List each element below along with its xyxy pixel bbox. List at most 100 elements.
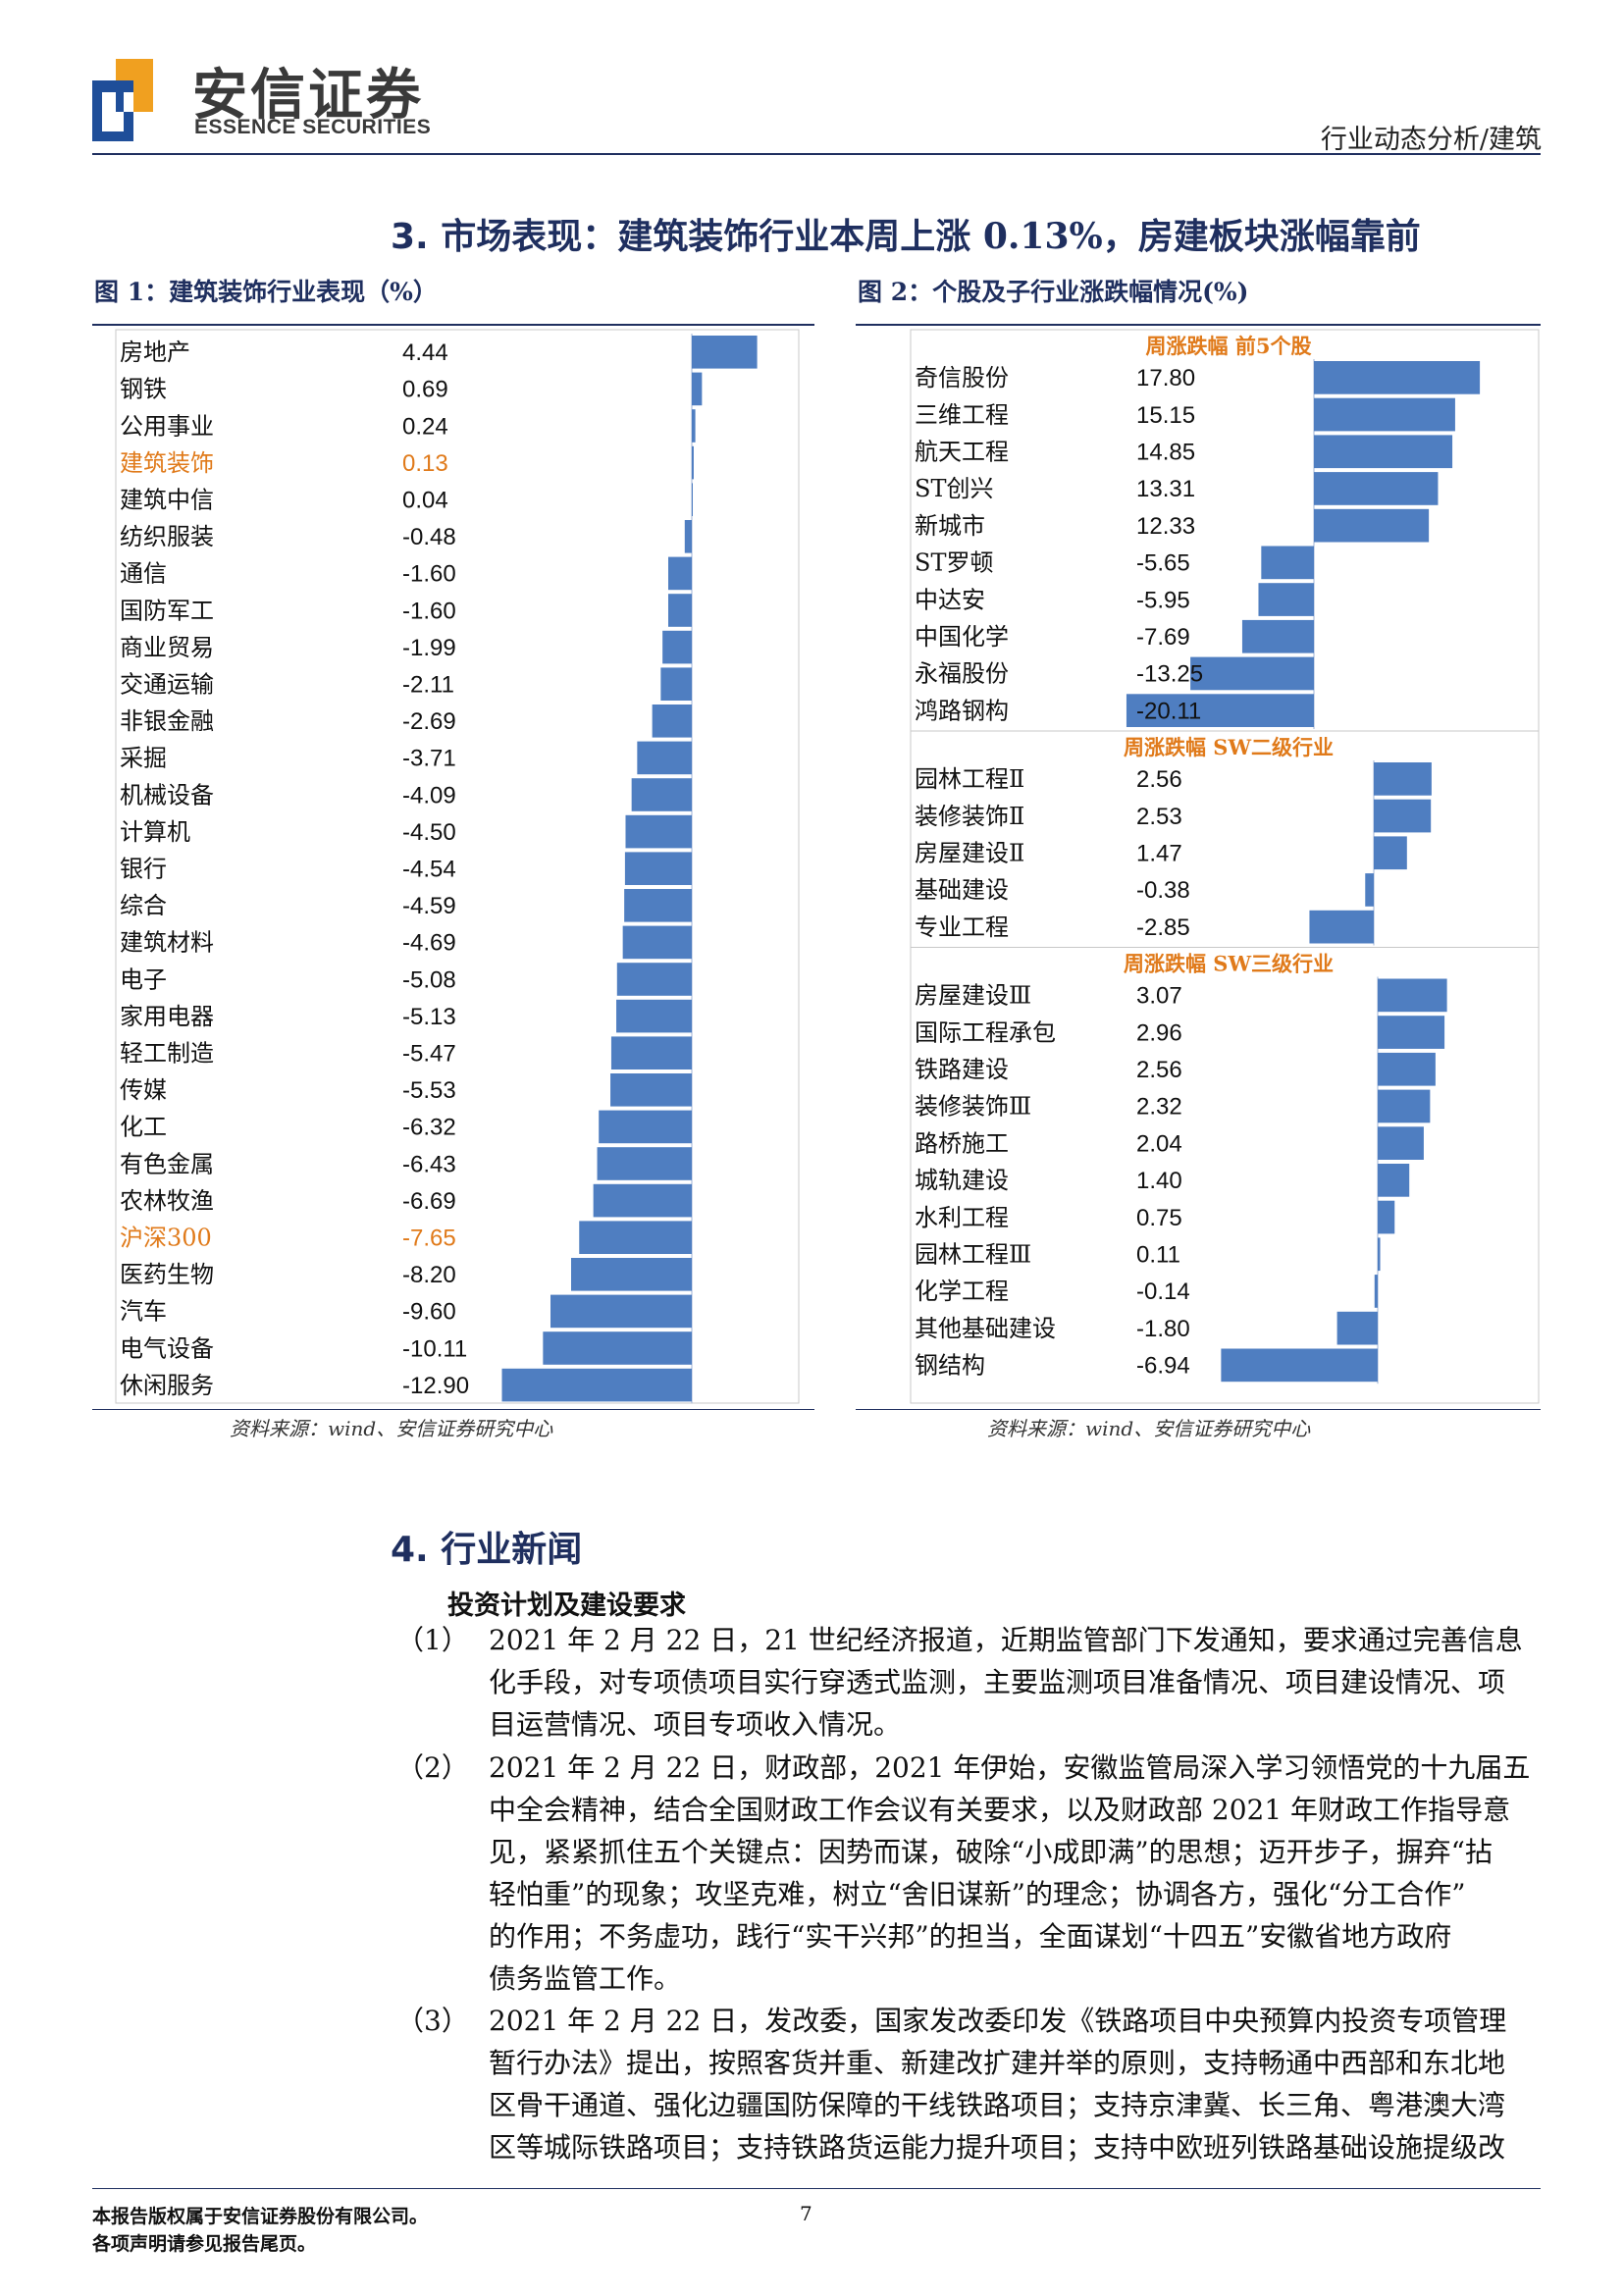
news-item-line: 区等城际铁路项目；支持铁路货运能力提升项目；支持中欧班列铁路基础设施提级改 bbox=[489, 2131, 1506, 2164]
value-label-有色金属: -6.43 bbox=[402, 1151, 456, 1177]
value-label-电气设备: -10.11 bbox=[402, 1335, 467, 1362]
figure-1-top-rule bbox=[92, 324, 814, 326]
category-label-通信: 通信 bbox=[120, 560, 167, 588]
news-item-line: 暂行办法》提出，按照客货并重、新建改扩建并举的原则，支持畅通中西部和东北地 bbox=[489, 2047, 1506, 2079]
news-item-line: 见，紧紧抓住五个关键点：因势而谋，破除“小成即满”的思想；迈开步子，摒弃“拈 bbox=[489, 1836, 1493, 1868]
figure-2-plot-frame bbox=[910, 329, 1540, 1404]
bar-园林工程Ⅱ bbox=[1374, 762, 1432, 796]
value-label-公用事业: 0.24 bbox=[402, 413, 448, 440]
value-label-房地产: 4.44 bbox=[402, 339, 448, 366]
bar-装修装饰Ⅱ bbox=[1374, 799, 1432, 833]
category-label-园林工程Ⅱ: 园林工程Ⅱ bbox=[915, 765, 1024, 793]
value-label-鸿路钢构: -20.11 bbox=[1136, 698, 1201, 724]
bar-房屋建设Ⅱ bbox=[1374, 836, 1407, 870]
footer-divider bbox=[92, 2188, 1541, 2189]
value-label-中达安: -5.95 bbox=[1136, 587, 1190, 613]
bar-房地产 bbox=[692, 336, 758, 369]
bar-钢结构 bbox=[1221, 1348, 1378, 1383]
bar-三维工程 bbox=[1314, 397, 1455, 432]
bar-奇信股份 bbox=[1314, 361, 1481, 394]
value-label-电子: -5.08 bbox=[402, 966, 456, 993]
bar-专业工程 bbox=[1309, 910, 1374, 944]
value-label-其他基础建设: -1.80 bbox=[1136, 1316, 1190, 1342]
category-label-有色金属: 有色金属 bbox=[120, 1150, 214, 1177]
news-item-number: （2） bbox=[396, 1751, 469, 1784]
figure-2-top-rule bbox=[856, 324, 1541, 326]
category-label-电子: 电子 bbox=[120, 965, 167, 993]
news-item-line: 2021 年 2 月 22 日，21 世纪经济报道，近期监管部门下发通知，要求通… bbox=[489, 1624, 1523, 1656]
value-label-专业工程: -2.85 bbox=[1136, 914, 1190, 941]
value-label-永福股份: -13.25 bbox=[1136, 661, 1203, 688]
value-label-银行: -4.54 bbox=[402, 856, 456, 882]
category-label-银行: 银行 bbox=[120, 855, 167, 882]
category-label-汽车: 汽车 bbox=[120, 1298, 167, 1326]
category-label-钢铁: 钢铁 bbox=[120, 376, 167, 403]
section-3-number: 3. bbox=[391, 217, 429, 257]
news-subheading: 投资计划及建设要求 bbox=[447, 1591, 686, 1621]
value-label-航天工程: 14.85 bbox=[1136, 440, 1195, 466]
value-label-房屋建设Ⅱ: 1.47 bbox=[1136, 841, 1182, 867]
bar-建筑材料 bbox=[622, 925, 692, 960]
section-3-title: 市场表现：建筑装饰行业本周上涨 0.13%，房建板块涨幅靠前 bbox=[441, 216, 1421, 257]
bar-钢铁 bbox=[692, 372, 703, 406]
value-label-综合: -4.59 bbox=[402, 893, 456, 919]
category-label-纺织服装: 纺织服装 bbox=[120, 523, 214, 550]
bar-ST罗顿 bbox=[1261, 546, 1314, 580]
bar-农林牧渔 bbox=[593, 1183, 692, 1218]
company-name-cn: 安信证券 bbox=[192, 64, 424, 128]
bar-电子 bbox=[616, 963, 692, 996]
bar-轻工制造 bbox=[610, 1036, 692, 1070]
bar-通信 bbox=[668, 556, 692, 591]
value-label-机械设备: -4.09 bbox=[402, 782, 456, 809]
bar-传媒 bbox=[610, 1073, 692, 1107]
bar-有色金属 bbox=[597, 1147, 692, 1180]
value-label-通信: -1.60 bbox=[402, 561, 456, 588]
category-label-中国化学: 中国化学 bbox=[915, 623, 1009, 651]
bar-建筑装饰 bbox=[692, 445, 694, 480]
value-label-装修装饰Ⅱ: 2.53 bbox=[1136, 804, 1182, 830]
bar-休闲服务 bbox=[501, 1368, 692, 1402]
category-label-ST创兴: ST创兴 bbox=[915, 475, 993, 502]
bar-基础建设 bbox=[1365, 873, 1374, 907]
category-label-轻工制造: 轻工制造 bbox=[120, 1039, 214, 1067]
figure-1-bar-chart: 房地产 4.44 钢铁 0.69 公用事业 0.24 建筑装饰 0.13 建筑中信 0.04 纺织服… bbox=[115, 329, 800, 1404]
category-label-专业工程: 专业工程 bbox=[915, 913, 1009, 941]
category-label-其他基础建设: 其他基础建设 bbox=[915, 1315, 1056, 1342]
category-label-铁路建设: 铁路建设 bbox=[915, 1056, 1009, 1083]
value-label-园林工程Ⅱ: 2.56 bbox=[1136, 766, 1182, 793]
value-label-非银金融: -2.69 bbox=[402, 708, 456, 735]
bar-计算机 bbox=[625, 814, 692, 849]
category-label-建筑中信: 建筑中信 bbox=[120, 486, 214, 513]
section-4-title: 行业新闻 bbox=[441, 1529, 583, 1570]
news-item-line: 中全会精神，结合全国财政工作会议有关要求，以及财政部 2021 年财政工作指导意 bbox=[489, 1794, 1511, 1826]
bar-化学工程 bbox=[1374, 1275, 1378, 1308]
bar-电气设备 bbox=[543, 1331, 692, 1365]
value-label-国际工程承包: 2.96 bbox=[1136, 1019, 1182, 1046]
value-label-计算机: -4.50 bbox=[402, 819, 456, 846]
category-label-计算机: 计算机 bbox=[120, 818, 190, 846]
category-label-电气设备: 电气设备 bbox=[120, 1334, 214, 1362]
bar-鸿路钢构 bbox=[1126, 694, 1314, 727]
news-item-line: 目运营情况、项目专项收入情况。 bbox=[489, 1708, 902, 1741]
section-4-heading: 4. 行业新闻 bbox=[391, 1521, 582, 1572]
bar-中国化学 bbox=[1241, 619, 1314, 653]
category-label-化工: 化工 bbox=[120, 1114, 167, 1141]
value-label-建筑装饰: 0.13 bbox=[402, 450, 448, 477]
company-name-en: ESSENCE SECURITIES bbox=[194, 116, 432, 138]
category-label-园林工程Ⅲ: 园林工程Ⅲ bbox=[915, 1241, 1031, 1269]
section-4-number: 4. bbox=[391, 1530, 429, 1570]
value-label-ST罗顿: -5.65 bbox=[1136, 550, 1190, 577]
category-label-休闲服务: 休闲服务 bbox=[120, 1372, 214, 1399]
figure-1-plot-frame bbox=[115, 329, 800, 1404]
value-label-汽车: -9.60 bbox=[402, 1299, 456, 1326]
bar-路桥施工 bbox=[1378, 1126, 1424, 1160]
value-label-园林工程Ⅲ: 0.11 bbox=[1136, 1242, 1180, 1269]
value-label-轻工制造: -5.47 bbox=[402, 1040, 456, 1067]
company-logo-icon bbox=[92, 59, 153, 141]
category-label-房地产: 房地产 bbox=[120, 339, 190, 366]
bar-水利工程 bbox=[1378, 1200, 1395, 1234]
footer-copyright: 本报告版权属于安信证券股份有限公司。 bbox=[92, 2206, 429, 2227]
category-label-ST罗顿: ST罗顿 bbox=[915, 549, 993, 577]
value-label-家用电器: -5.13 bbox=[402, 1004, 456, 1030]
category-label-交通运输: 交通运输 bbox=[120, 670, 214, 698]
